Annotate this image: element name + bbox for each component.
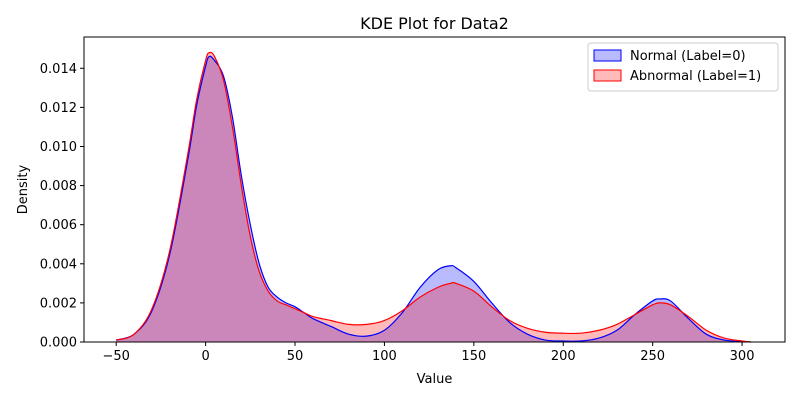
series-lines [116,51,752,343]
plot-frame [83,36,786,343]
legend-swatch-0 [593,49,622,62]
x-tick-label: 100 [372,349,397,364]
y-tick-label: 0.000 [40,336,77,351]
x-tick-label: 200 [551,349,576,364]
legend-label-1: Abnormal (Label=1) [630,69,761,84]
series-line-1 [116,51,752,343]
chart-title: KDE Plot for Data2 [360,14,509,33]
y-axis: 0.000 0.002 0.004 0.006 0.008 0.010 0.012 0.014 [40,62,84,351]
legend-label-0: Normal (Label=0) [630,49,746,64]
x-axis-label: Value [417,372,453,387]
y-tick-label: 0.002 [40,296,77,311]
series-fills [116,52,752,343]
y-tick-label: 0.012 [40,101,77,116]
y-axis-label: Density [16,164,31,214]
x-tick-label: 0 [201,349,209,364]
x-tick-label: 50 [287,349,304,364]
x-tick-label: 150 [461,349,486,364]
series-fill-1 [116,52,752,343]
x-axis: −50 0 50 100 150 200 250 300 [102,342,754,364]
y-tick-label: 0.006 [40,218,77,233]
x-tick-label: 250 [640,349,665,364]
y-tick-label: 0.010 [40,140,77,155]
y-tick-label: 0.008 [40,179,77,194]
x-tick-label: 300 [730,349,755,364]
x-tick-label: −50 [102,349,129,364]
y-tick-label: 0.004 [40,257,77,272]
y-tick-label: 0.014 [40,62,77,77]
series-line-0 [116,55,752,343]
legend-box [587,42,779,92]
legend: Normal (Label=0) Abnormal (Label=1) [587,42,779,92]
legend-swatch-1 [593,69,622,82]
